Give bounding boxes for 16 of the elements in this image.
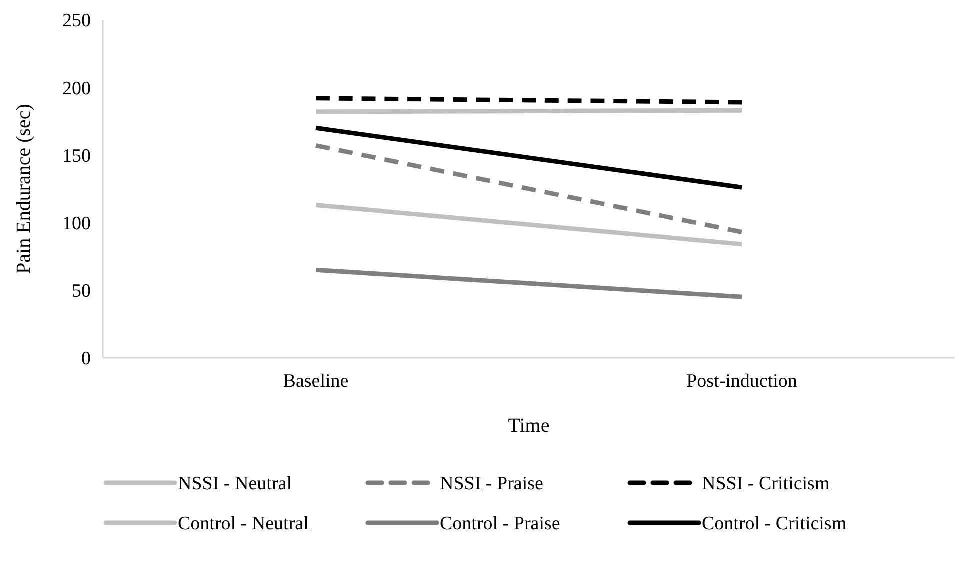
x-axis-title: Time [508,415,550,437]
y-axis-title: Pain Endurance (sec) [13,104,35,274]
y-tick-label: 250 [62,10,91,32]
x-tick-label: Post-induction [686,371,798,392]
legend-label: NSSI - Criticism [702,474,830,495]
legend-label: Control - Criticism [702,514,847,535]
x-tick-label: Baseline [283,371,349,392]
legend-label: NSSI - Praise [440,474,544,495]
y-tick-label: 100 [62,213,91,234]
y-tick-label: 0 [82,348,91,370]
y-tick-label: 200 [62,78,91,100]
legend-label: NSSI - Neutral [178,474,292,495]
legend-label: Control - Neutral [178,514,309,535]
y-tick-label: 50 [72,281,91,302]
y-tick-label: 150 [62,146,91,167]
legend-label: Control - Praise [440,514,560,535]
